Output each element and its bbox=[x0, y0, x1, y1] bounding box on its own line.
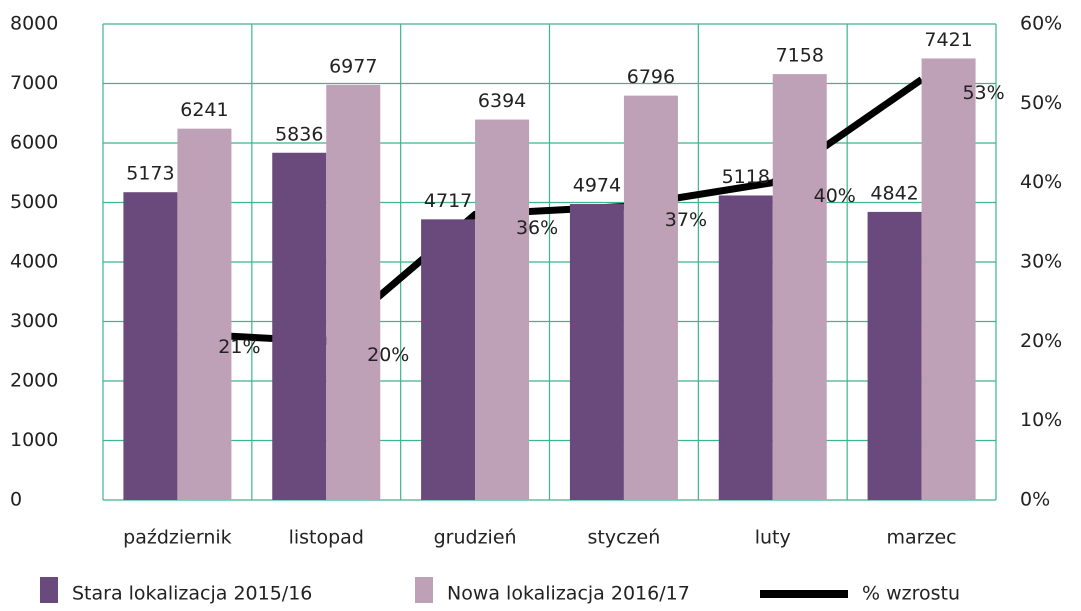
x-tick-label: luty bbox=[755, 527, 791, 549]
bar-value-label: 6241 bbox=[180, 99, 228, 121]
bar-value-label: 5118 bbox=[722, 166, 770, 188]
bar bbox=[272, 152, 327, 500]
y2-tick-label: 20% bbox=[1020, 330, 1062, 352]
y-tick-label: 7000 bbox=[10, 72, 58, 94]
bar-value-label: 4974 bbox=[573, 175, 621, 197]
x-tick-label: październik bbox=[123, 527, 231, 549]
bars bbox=[123, 58, 976, 501]
x-tick-label: marzec bbox=[887, 527, 957, 549]
y-tick-label: 0 bbox=[10, 489, 22, 511]
bar-value-label: 5836 bbox=[275, 123, 323, 145]
bar bbox=[177, 128, 232, 500]
legend-swatch bbox=[40, 577, 58, 603]
bar bbox=[123, 192, 178, 501]
legend-label: % wzrostu bbox=[862, 583, 960, 605]
line-value-label: 21% bbox=[218, 336, 260, 358]
legend-swatch bbox=[415, 577, 433, 603]
bar bbox=[421, 219, 476, 500]
y-tick-label: 8000 bbox=[10, 13, 58, 35]
line-value-label: 53% bbox=[962, 82, 1004, 104]
y2-tick-label: 0% bbox=[1020, 489, 1050, 511]
y-tick-label: 3000 bbox=[10, 310, 58, 332]
line-value-label: 20% bbox=[367, 344, 409, 366]
bar-value-label: 4717 bbox=[424, 190, 472, 212]
y-tick-label: 6000 bbox=[10, 132, 58, 154]
x-tick-label: styczeń bbox=[588, 527, 661, 549]
bar bbox=[569, 204, 624, 500]
bar-value-label: 7158 bbox=[776, 45, 824, 67]
bar-value-label: 6977 bbox=[329, 55, 377, 77]
y-tick-label: 1000 bbox=[10, 429, 58, 451]
x-tick-label: listopad bbox=[289, 527, 364, 549]
labels: 0 1000 2000 3000 4000 5000 6000 7000 8000 0% 10% 20… bbox=[10, 13, 1062, 549]
bar bbox=[326, 84, 381, 500]
bar-value-label: 7421 bbox=[924, 29, 972, 51]
y-tick-label: 5000 bbox=[10, 191, 58, 213]
y2-tick-label: 40% bbox=[1020, 171, 1062, 193]
grid bbox=[102, 23, 997, 501]
bar bbox=[921, 58, 976, 500]
bar bbox=[475, 119, 530, 500]
line-value-label: 37% bbox=[665, 209, 707, 231]
x-tick-label: grudzień bbox=[434, 527, 517, 549]
bar bbox=[772, 74, 827, 500]
y2-tick-label: 30% bbox=[1020, 251, 1062, 273]
y-tick-label: 4000 bbox=[10, 251, 58, 273]
bar bbox=[718, 195, 773, 500]
bar bbox=[623, 95, 678, 500]
line-value-label: 36% bbox=[516, 217, 558, 239]
y-tick-label: 2000 bbox=[10, 370, 58, 392]
y2-tick-label: 10% bbox=[1020, 409, 1062, 431]
bar-value-label: 6796 bbox=[627, 66, 675, 88]
y2-tick-label: 60% bbox=[1020, 13, 1062, 35]
y2-tick-label: 50% bbox=[1020, 92, 1062, 114]
line-value-label: 40% bbox=[814, 185, 856, 207]
legend-label: Nowa lokalizacja 2016/17 bbox=[447, 583, 690, 605]
bar-value-label: 4842 bbox=[870, 182, 918, 204]
bar-value-label: 6394 bbox=[478, 90, 526, 112]
legend-label: Stara lokalizacja 2015/16 bbox=[72, 583, 312, 605]
bar bbox=[867, 211, 922, 500]
bar-value-label: 5173 bbox=[126, 163, 174, 185]
